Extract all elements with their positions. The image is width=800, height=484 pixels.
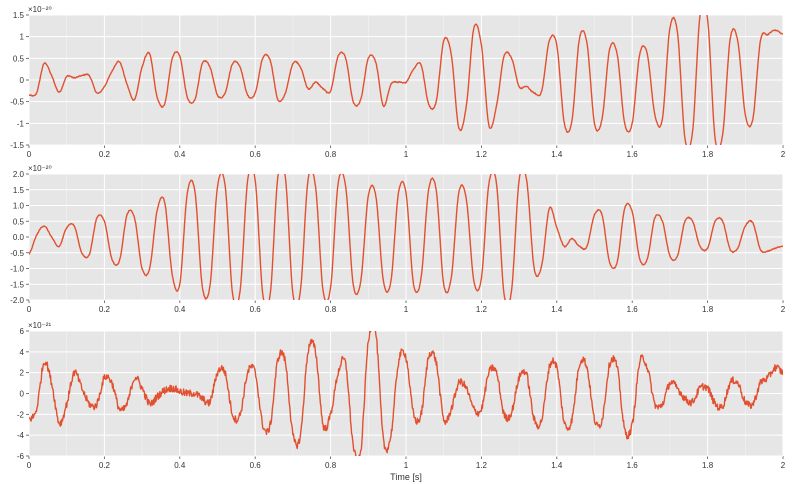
x-axis-label: Time [s] bbox=[390, 472, 422, 482]
x-tick-label: 1 bbox=[404, 461, 409, 470]
y-tick-label: 1 bbox=[20, 33, 25, 42]
y-tick-label: -1.5 bbox=[10, 280, 24, 289]
x-tick-label: 0.2 bbox=[99, 305, 111, 314]
x-tick-label: 1.8 bbox=[702, 305, 714, 314]
x-tick-label: 1.2 bbox=[476, 461, 488, 470]
x-tick-label: 0.6 bbox=[250, 305, 262, 314]
x-tick-label: 1.2 bbox=[476, 150, 488, 159]
y-tick-label: -4 bbox=[17, 431, 25, 440]
series-line bbox=[29, 331, 783, 456]
y-exponent-label: ×10⁻²⁰ bbox=[28, 164, 52, 173]
x-tick-label: 2 bbox=[781, 150, 786, 159]
y-tick-label: -2 bbox=[17, 410, 25, 419]
y-tick-label: 1.5 bbox=[13, 11, 25, 20]
x-tick-label: 0 bbox=[27, 461, 32, 470]
series-line bbox=[29, 15, 783, 145]
y-tick-label: -1.5 bbox=[10, 141, 24, 150]
top-panel: 0 0.2 0.4 0.6 0.8 1 1.2 1.4 1.6 1.8 2 -1.5 -1 -0.5 0 0.… bbox=[10, 5, 786, 159]
y-exponent-label: ×10⁻²¹ bbox=[28, 321, 51, 330]
x-tick-label: 1.4 bbox=[551, 305, 563, 314]
y-tick-label: -2.0 bbox=[10, 296, 24, 305]
y-tick-label: 0.5 bbox=[13, 217, 25, 226]
x-tick-label: 0.2 bbox=[99, 461, 111, 470]
y-tick-label: 1.0 bbox=[13, 202, 25, 211]
y-exponent-label: ×10⁻²⁰ bbox=[28, 5, 52, 14]
y-tick-label: 0 bbox=[20, 390, 25, 399]
x-tick-label: 2 bbox=[781, 305, 786, 314]
bottom-panel: 0 0.2 0.4 0.6 0.8 1 1.2 1.4 1.6 1.8 2 -6 -4 -2 0 2 4 6×10… bbox=[17, 321, 786, 482]
x-tick-label: 1.4 bbox=[551, 461, 563, 470]
middle-panel: 0 0.2 0.4 0.6 0.8 1 1.2 1.4 1.6 1.8 2 -2.0 -1.5 -1.0 -… bbox=[10, 164, 786, 314]
x-tick-label: 0.6 bbox=[250, 461, 262, 470]
x-tick-label: 0.8 bbox=[325, 461, 337, 470]
x-tick-label: 1.6 bbox=[627, 305, 639, 314]
x-tick-label: 1.8 bbox=[702, 150, 714, 159]
x-tick-label: 0.6 bbox=[250, 150, 262, 159]
y-tick-label: 4 bbox=[20, 348, 25, 357]
y-tick-label: 2 bbox=[20, 369, 25, 378]
series-line bbox=[29, 174, 783, 300]
y-tick-label: -1 bbox=[17, 119, 25, 128]
x-tick-label: 1.8 bbox=[702, 461, 714, 470]
x-tick-label: 1 bbox=[404, 305, 409, 314]
y-tick-label: 0.5 bbox=[13, 54, 25, 63]
y-tick-label: 0.0 bbox=[13, 233, 25, 242]
x-tick-label: 2 bbox=[781, 461, 786, 470]
x-tick-label: 0 bbox=[27, 150, 32, 159]
y-tick-label: -0.5 bbox=[10, 98, 24, 107]
x-tick-label: 1.6 bbox=[627, 150, 639, 159]
x-tick-label: 1.6 bbox=[627, 461, 639, 470]
y-tick-label: -0.5 bbox=[10, 249, 24, 258]
y-tick-label: 2.0 bbox=[13, 170, 25, 179]
x-tick-label: 1 bbox=[404, 150, 409, 159]
x-tick-label: 0.4 bbox=[174, 461, 186, 470]
x-tick-label: 0 bbox=[27, 305, 32, 314]
y-tick-label: -6 bbox=[17, 452, 25, 461]
x-tick-label: 0.2 bbox=[99, 150, 111, 159]
x-tick-label: 0.4 bbox=[174, 305, 186, 314]
y-tick-label: 6 bbox=[20, 327, 25, 336]
y-tick-label: -1.0 bbox=[10, 265, 24, 274]
x-tick-label: 0.8 bbox=[325, 305, 337, 314]
x-tick-label: 0.8 bbox=[325, 150, 337, 159]
x-tick-label: 1.2 bbox=[476, 305, 488, 314]
x-tick-label: 0.4 bbox=[174, 150, 186, 159]
x-tick-label: 1.4 bbox=[551, 150, 563, 159]
y-tick-label: 1.5 bbox=[13, 186, 25, 195]
y-tick-label: 0 bbox=[20, 76, 25, 85]
